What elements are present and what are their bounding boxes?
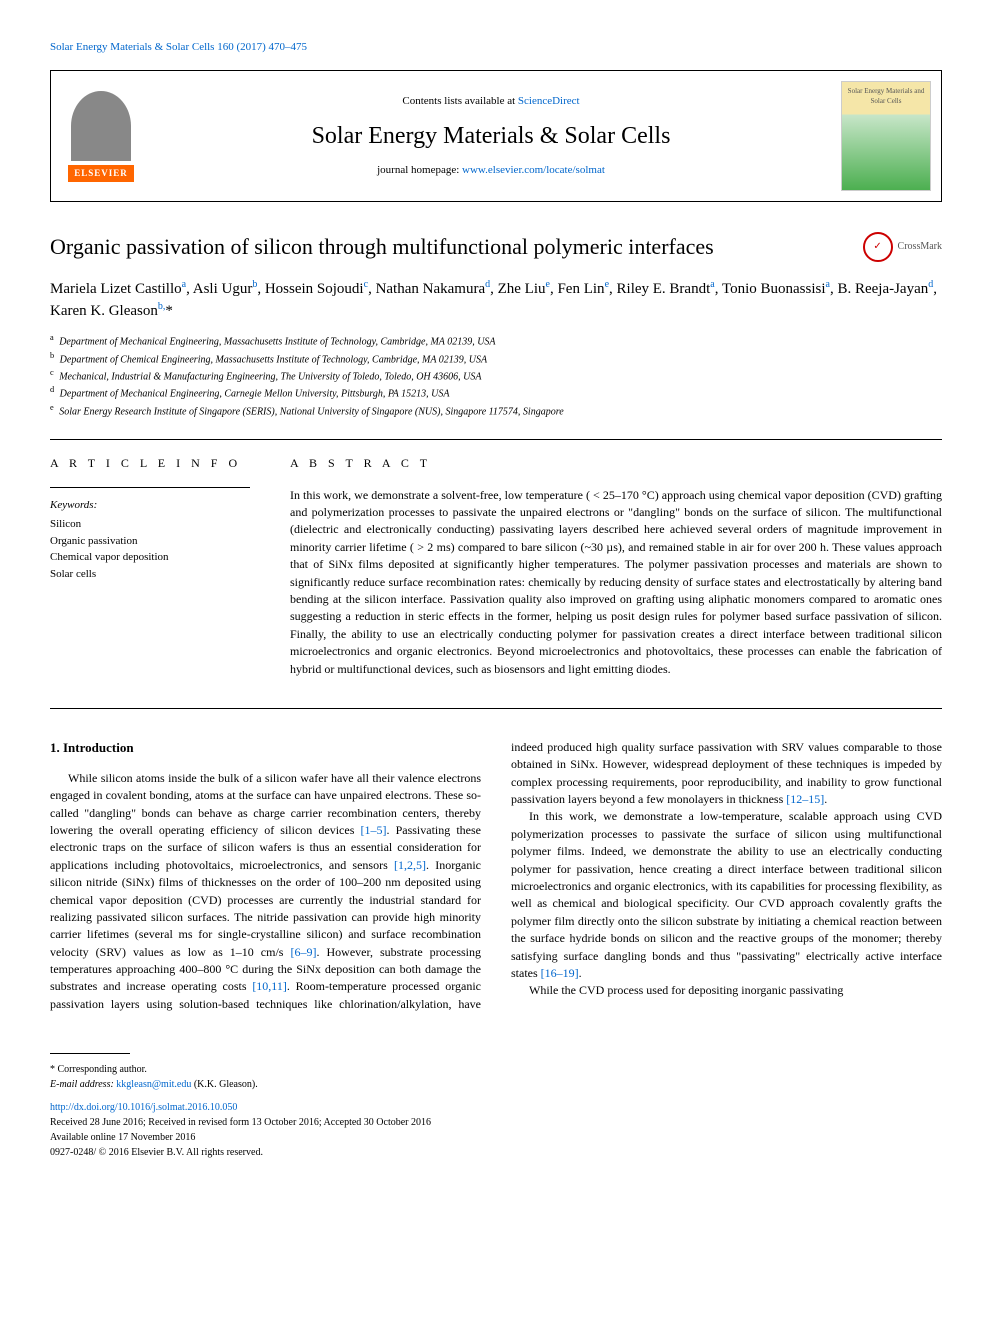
divider	[50, 487, 250, 488]
top-citation[interactable]: Solar Energy Materials & Solar Cells 160…	[50, 40, 942, 55]
reference-link[interactable]: [1,2,5]	[394, 858, 426, 872]
reference-link[interactable]: [12–15]	[786, 792, 824, 806]
available-date: Available online 17 November 2016	[50, 1130, 942, 1145]
elsevier-logo: ELSEVIER	[51, 76, 151, 196]
keyword-item: Silicon	[50, 516, 250, 533]
email-link[interactable]: kkgleasn@mit.edu	[116, 1079, 191, 1090]
keyword-item: Solar cells	[50, 566, 250, 583]
affiliation-item: d Department of Mechanical Engineering, …	[50, 384, 942, 401]
received-dates: Received 28 June 2016; Received in revis…	[50, 1115, 942, 1130]
reference-link[interactable]: [6–9]	[290, 945, 316, 959]
corresponding-author: * Corresponding author.	[50, 1062, 942, 1077]
journal-header: ELSEVIER Contents lists available at Sci…	[50, 70, 942, 202]
keywords-label: Keywords:	[50, 498, 250, 513]
affiliation-item: e Solar Energy Research Institute of Sin…	[50, 402, 942, 419]
cover-title: Solar Energy Materials and Solar Cells	[847, 87, 925, 107]
contents-available: Contents lists available at ScienceDirec…	[166, 94, 816, 109]
affiliations-list: a Department of Mechanical Engineering, …	[50, 332, 942, 419]
article-title: Organic passivation of silicon through m…	[50, 232, 942, 263]
affiliation-item: a Department of Mechanical Engineering, …	[50, 332, 942, 349]
crossmark-badge[interactable]: ✓ CrossMark	[863, 232, 942, 262]
journal-name: Solar Energy Materials & Solar Cells	[166, 120, 816, 154]
journal-cover-thumbnail: Solar Energy Materials and Solar Cells	[841, 81, 931, 191]
section-heading-intro: 1. Introduction	[50, 739, 481, 758]
keyword-item: Organic passivation	[50, 533, 250, 550]
elsevier-tree-icon	[71, 91, 131, 161]
abstract-text: In this work, we demonstrate a solvent-f…	[290, 487, 942, 678]
sciencedirect-link[interactable]: ScienceDirect	[518, 95, 580, 107]
divider	[50, 708, 942, 709]
copyright: 0927-0248/ © 2016 Elsevier B.V. All righ…	[50, 1145, 942, 1160]
body-paragraph: While the CVD process used for depositin…	[511, 982, 942, 999]
crossmark-label: CrossMark	[898, 240, 942, 254]
crossmark-icon: ✓	[863, 232, 893, 262]
article-info-heading: A R T I C L E I N F O	[50, 455, 250, 472]
elsevier-label: ELSEVIER	[68, 165, 134, 182]
reference-link[interactable]: [1–5]	[360, 823, 386, 837]
abstract-heading: A B S T R A C T	[290, 455, 942, 472]
keyword-item: Chemical vapor deposition	[50, 549, 250, 566]
keywords-list: SiliconOrganic passivationChemical vapor…	[50, 516, 250, 582]
affiliation-item: b Department of Chemical Engineering, Ma…	[50, 350, 942, 367]
homepage-link[interactable]: www.elsevier.com/locate/solmat	[462, 164, 605, 176]
journal-homepage: journal homepage: www.elsevier.com/locat…	[166, 163, 816, 178]
affiliation-item: c Mechanical, Industrial & Manufacturing…	[50, 367, 942, 384]
footer-divider	[50, 1053, 130, 1054]
body-paragraph: In this work, we demonstrate a low-tempe…	[511, 808, 942, 982]
reference-link[interactable]: [10,11]	[252, 979, 287, 993]
authors-list: Mariela Lizet Castilloa, Asli Ugurb, Hos…	[50, 278, 942, 322]
doi-link[interactable]: http://dx.doi.org/10.1016/j.solmat.2016.…	[50, 1102, 237, 1113]
divider	[50, 439, 942, 440]
email-line: E-mail address: kkgleasn@mit.edu (K.K. G…	[50, 1077, 942, 1092]
reference-link[interactable]: [16–19]	[541, 966, 579, 980]
